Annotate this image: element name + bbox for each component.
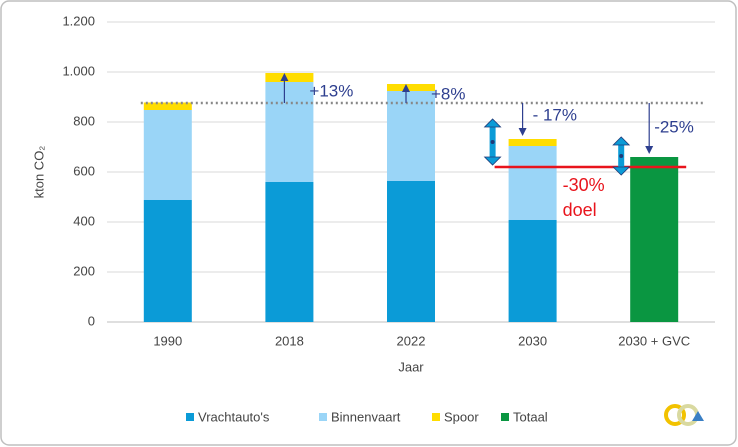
logo xyxy=(664,404,704,426)
bar-segment xyxy=(265,82,314,182)
y-tick-label: 0 xyxy=(88,313,95,328)
bar-segment xyxy=(143,110,192,200)
double-arrow-dot xyxy=(490,140,495,144)
legend-swatch xyxy=(501,413,509,421)
arrow-head xyxy=(645,146,654,154)
y-tick-label: 800 xyxy=(73,113,95,128)
bar-segment xyxy=(265,73,314,82)
bar-segment xyxy=(265,182,314,322)
legend-swatch xyxy=(432,413,440,421)
x-tick-label: 2030 + GVC xyxy=(618,333,690,348)
double-arrow-head xyxy=(483,118,502,166)
bar-segment xyxy=(508,220,557,322)
bar-segment xyxy=(387,91,435,181)
x-axis-label: Jaar xyxy=(398,359,424,374)
bar-segment xyxy=(387,181,435,322)
double-arrow-head xyxy=(612,136,631,176)
arrow-head xyxy=(402,84,410,92)
x-tick-label: 2022 xyxy=(397,333,426,348)
arrow-head xyxy=(518,128,527,136)
y-tick-label: 600 xyxy=(73,163,95,178)
x-tick-label: 2030 xyxy=(518,333,547,348)
bar-segment xyxy=(508,146,557,220)
y-tick-label: 1.200 xyxy=(62,13,95,28)
x-tick-label: 1990 xyxy=(153,333,182,348)
bar-segment xyxy=(387,84,435,91)
bar-segment xyxy=(630,157,679,322)
legend-swatch xyxy=(186,413,194,421)
annotation: +13% xyxy=(309,81,353,100)
x-tick-label: 2018 xyxy=(275,333,304,348)
arrow-head xyxy=(280,73,289,81)
y-tick-label: 200 xyxy=(73,263,95,278)
bar-segment xyxy=(143,102,192,110)
double-arrow-dot xyxy=(619,154,624,158)
legend-label: Vrachtauto's xyxy=(198,409,270,424)
annotation: doel xyxy=(563,200,597,220)
y-axis-label: kton CO₂ xyxy=(31,146,46,199)
annotation: -25% xyxy=(654,117,694,136)
legend-label: Totaal xyxy=(513,409,548,424)
legend-swatch xyxy=(319,413,327,421)
bar-segment xyxy=(508,139,557,146)
legend-label: Spoor xyxy=(444,409,479,424)
annotation: +8% xyxy=(431,84,466,103)
annotation: - 17% xyxy=(533,105,577,124)
annotation: -30% xyxy=(563,175,605,195)
y-tick-label: 1.000 xyxy=(62,63,95,78)
bar-segment xyxy=(143,200,192,322)
y-tick-label: 400 xyxy=(73,213,95,228)
legend-label: Binnenvaart xyxy=(331,409,401,424)
